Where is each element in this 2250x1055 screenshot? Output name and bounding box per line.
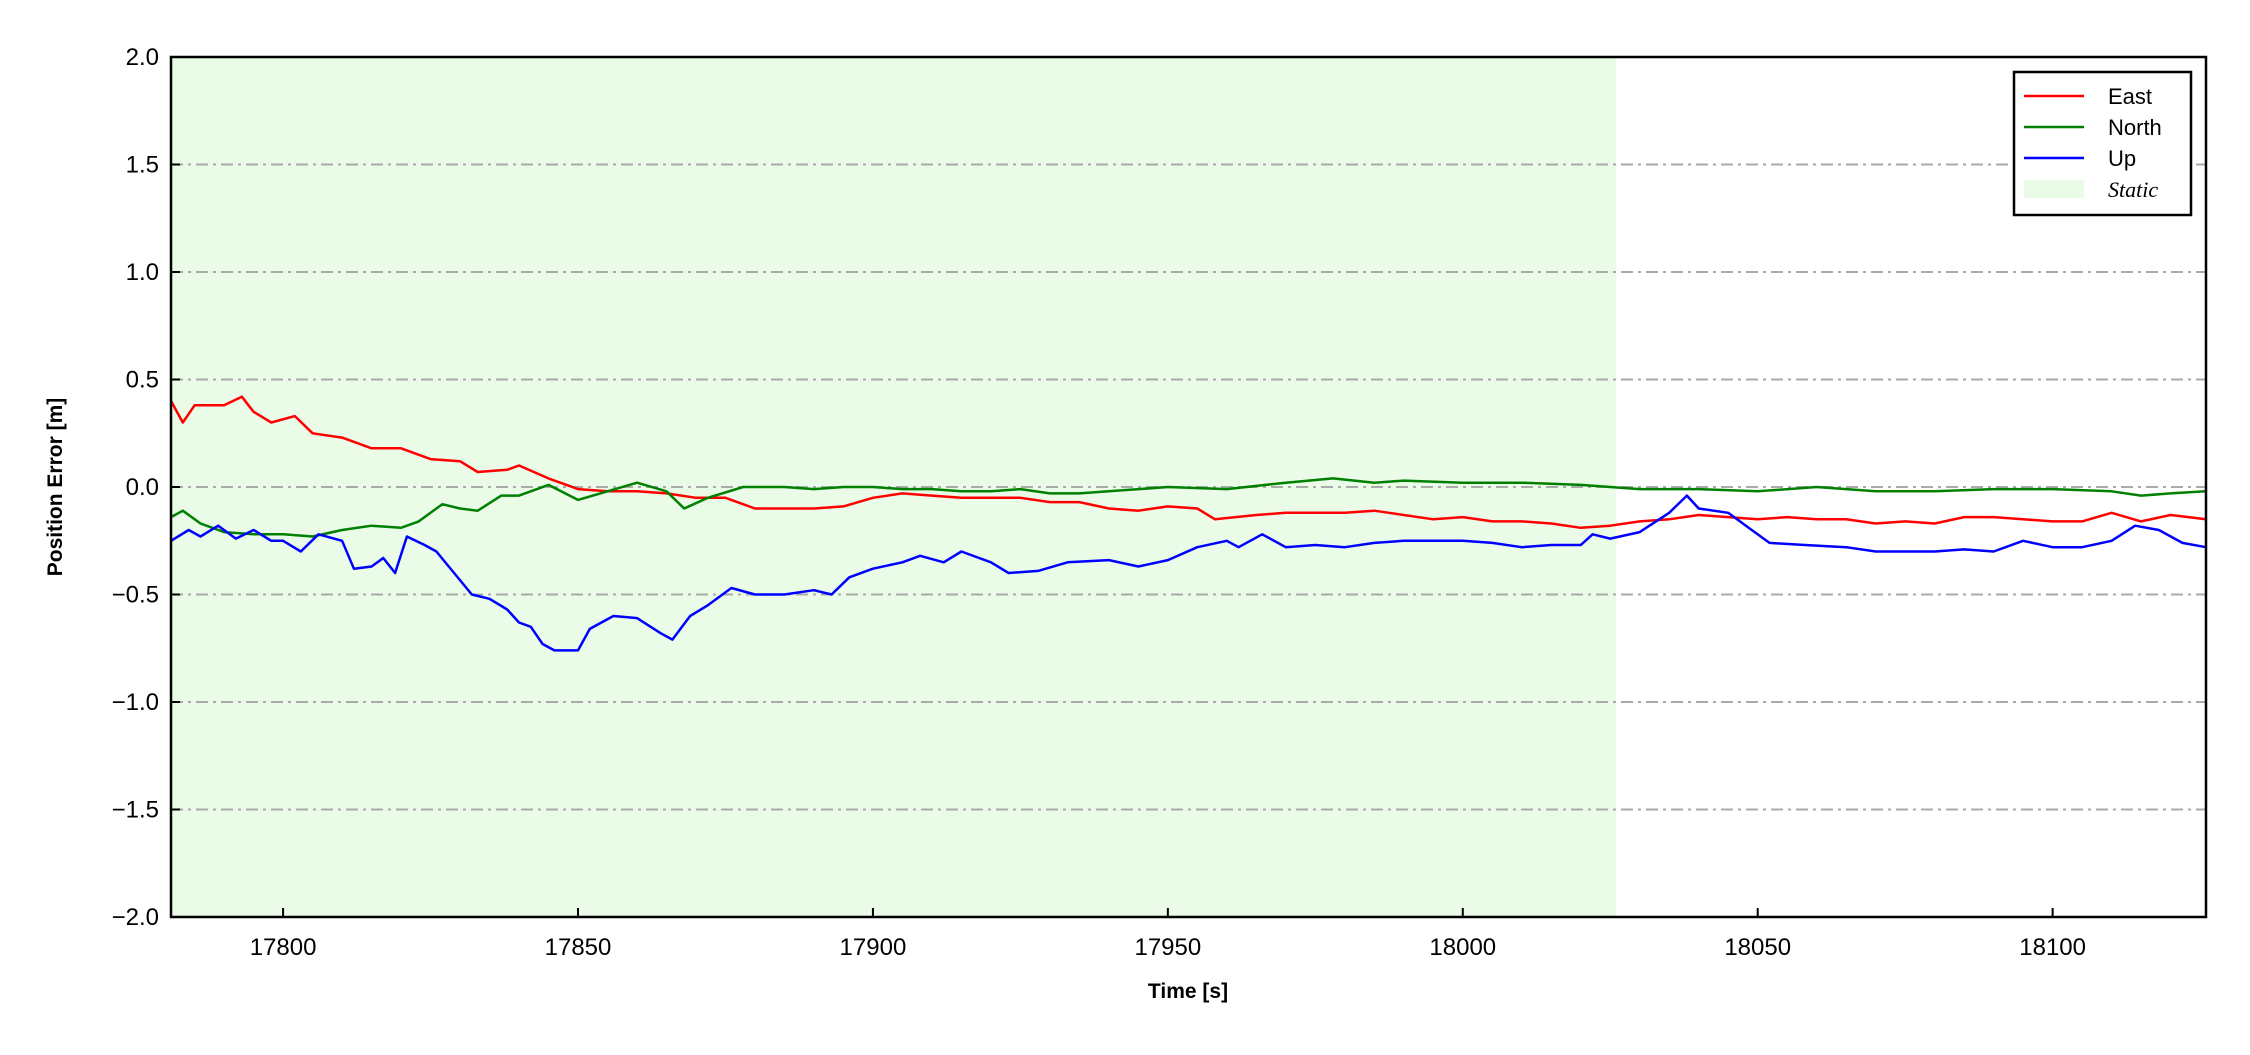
- x-axis-label: Time [s]: [1148, 980, 1228, 1003]
- x-tick-label: 18050: [1724, 934, 1791, 961]
- x-tick-label: 17950: [1134, 934, 1201, 961]
- y-tick-label: −1.5: [112, 797, 159, 824]
- series-line-up: [170, 494, 2207, 652]
- legend-label-north: North: [2108, 115, 2162, 140]
- x-axis: 17800 17850 17900 17950 18000 18050 18100: [250, 908, 2086, 961]
- y-tick-label: −0.5: [112, 582, 159, 609]
- y-tick-label: 1.0: [126, 259, 159, 286]
- x-tick-label: 18000: [1429, 934, 1496, 961]
- y-axis-label: Position Error [m]: [44, 398, 67, 577]
- y-tick-label: 0.0: [126, 474, 159, 501]
- legend-label-east: East: [2108, 84, 2152, 109]
- legend-label-up: Up: [2108, 146, 2136, 171]
- legend: East North Up Static: [2012, 70, 2193, 217]
- y-tick-label: −2.0: [112, 904, 159, 931]
- series-lines: [169, 395, 2207, 652]
- x-tick-label: 17900: [840, 934, 907, 961]
- legend-label-static: Static: [2108, 177, 2158, 202]
- x-tick-label: 17800: [250, 934, 317, 961]
- y-tick-label: 2.0: [126, 44, 159, 71]
- series-line-north: [170, 477, 2207, 538]
- y-axis: −2.0 −1.5 −1.0 −0.5 0.0 0.5 1.0 1.5 2.0: [112, 44, 180, 931]
- legend-swatch-static: [2024, 180, 2084, 198]
- series-line-east: [169, 395, 2207, 530]
- y-tick-label: −1.0: [112, 689, 159, 716]
- x-tick-label: 18100: [2019, 934, 2086, 961]
- y-tick-label: 0.5: [126, 367, 159, 394]
- y-tick-label: 1.5: [126, 152, 159, 179]
- x-tick-label: 17850: [545, 934, 612, 961]
